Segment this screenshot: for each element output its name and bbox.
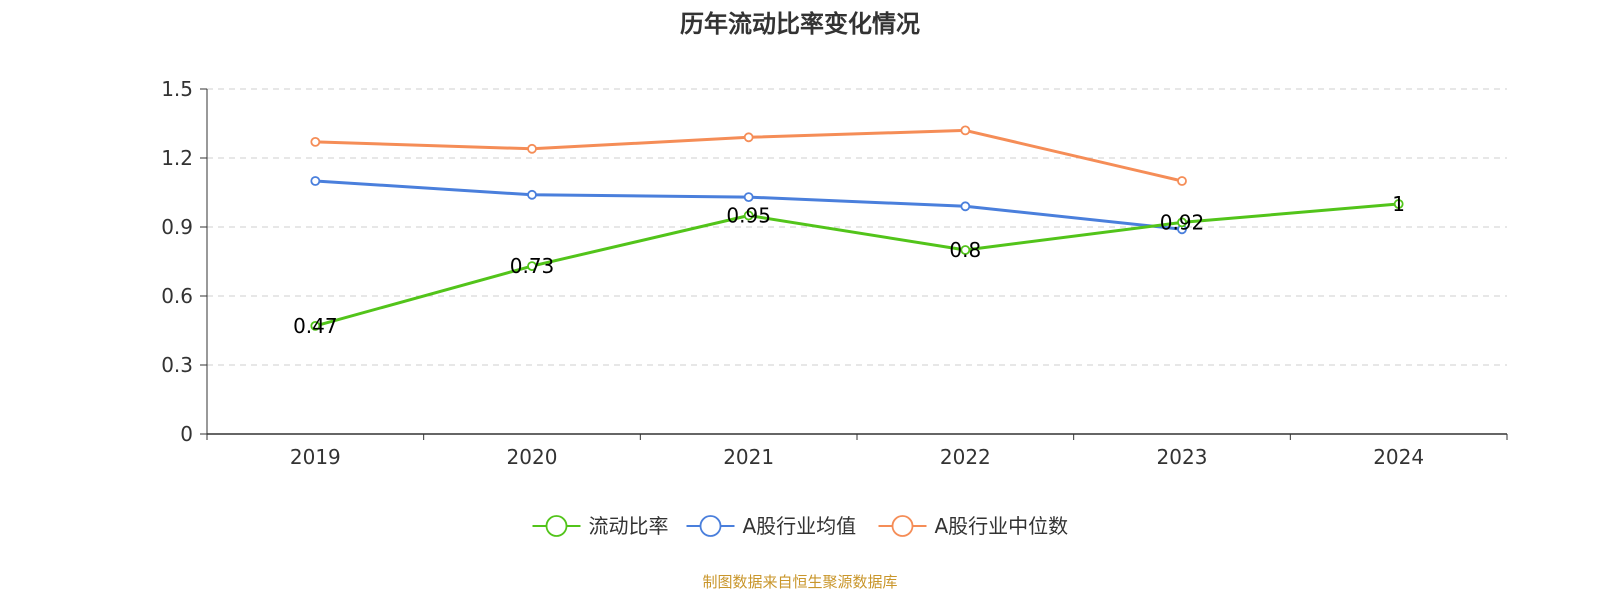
series-1: [310, 176, 1187, 235]
x-tick-label: 2022: [940, 445, 991, 469]
legend-label: 流动比率: [589, 514, 669, 538]
data-label: 0.8: [949, 238, 981, 262]
y-tick-label: 1.5: [161, 77, 193, 101]
source-note: 制图数据来自恒生聚源数据库: [702, 573, 897, 591]
data-point: [743, 132, 754, 143]
legend[interactable]: 流动比率 A股行业均值 A股行业中位数: [532, 514, 1069, 538]
y-tick-label: 0.3: [161, 353, 193, 377]
x-tick-label: 2023: [1157, 445, 1208, 469]
x-tick-label: 2019: [290, 445, 341, 469]
x-tick-label: 2020: [507, 445, 558, 469]
data-point: [1177, 176, 1187, 186]
y-tick-label: 1.2: [161, 146, 193, 170]
legend-item-0[interactable]: 流动比率: [532, 514, 669, 538]
data-point: [743, 210, 754, 221]
x-tick-label: 2024: [1373, 445, 1424, 469]
legend-circle-icon: [545, 515, 568, 537]
series-group: [310, 125, 1404, 331]
data-point: [527, 261, 537, 272]
chart-title: 历年流动比率变化情况: [680, 10, 920, 38]
data-point: [743, 192, 754, 203]
axes: 0 0.3 0.6 0.9 1.2 1.5 2019 2020 2021 2022 2023 2024: [161, 77, 1508, 469]
data-point: [960, 201, 971, 212]
y-tick-label: 0.6: [161, 284, 193, 308]
y-tick-label: 0: [180, 422, 193, 446]
series-0: [310, 199, 1404, 331]
y-tick-label: 0.9: [161, 215, 193, 239]
series-2: [310, 125, 1187, 186]
grid-lines: [207, 88, 1507, 366]
legend-circle-icon: [891, 515, 914, 537]
legend-circle-icon: [699, 515, 722, 537]
series-line: [314, 202, 1399, 328]
data-label: 0.73: [510, 254, 555, 278]
data-point: [1177, 217, 1187, 228]
data-label: 1: [1392, 192, 1405, 216]
data-point: [527, 143, 537, 154]
legend-item-1[interactable]: A股行业均值: [686, 514, 857, 538]
legend-item-2[interactable]: A股行业中位数: [878, 514, 1069, 538]
data-label: 0.47: [293, 314, 338, 338]
x-tick-label: 2021: [723, 445, 774, 469]
data-point: [527, 189, 537, 200]
data-point: [1393, 199, 1404, 209]
data-point: [310, 136, 321, 147]
data-labels: 0.47 0.73 0.95 0.8 0.92 1: [293, 192, 1405, 338]
data-label: 0.92: [1160, 210, 1205, 234]
data-point: [960, 125, 971, 136]
data-point: [310, 320, 321, 331]
data-point: [960, 245, 971, 255]
data-label: 0.95: [726, 204, 771, 228]
data-point: [310, 176, 321, 186]
legend-label: A股行业中位数: [935, 514, 1069, 538]
legend-label: A股行业均值: [743, 514, 857, 538]
